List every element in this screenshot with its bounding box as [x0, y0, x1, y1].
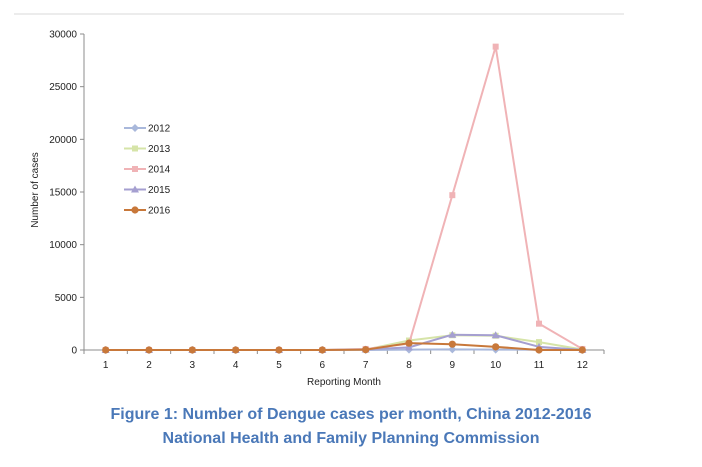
data-point-2016 — [448, 340, 456, 348]
y-tick-label: 25000 — [49, 82, 77, 93]
legend-label: 2012 — [148, 124, 171, 135]
data-point-2014 — [449, 192, 456, 199]
x-tick-label: 6 — [320, 360, 326, 371]
figure-caption-title: Figure 1: Number of Dengue cases per mon… — [110, 406, 592, 423]
series-2014 — [102, 43, 586, 353]
legend-marker — [132, 145, 138, 152]
x-tick-label: 9 — [450, 360, 456, 371]
data-point-2016 — [535, 346, 543, 354]
legend-label: 2016 — [148, 206, 171, 217]
data-point-2016 — [232, 346, 240, 354]
data-point-2016 — [145, 346, 153, 354]
legend-label: 2013 — [148, 144, 171, 155]
x-tick-label: 5 — [276, 360, 282, 371]
series-2016 — [102, 339, 586, 354]
legend-item-2015: 2015 — [124, 185, 171, 196]
x-tick-label: 1 — [103, 360, 109, 371]
legend-item-2012: 2012 — [124, 124, 171, 135]
x-tick-label: 8 — [406, 360, 412, 371]
y-tick-label: 30000 — [49, 30, 77, 41]
x-tick-label: 4 — [233, 360, 239, 371]
data-point-2016 — [362, 346, 370, 354]
legend-label: 2015 — [148, 185, 171, 196]
data-point-2015 — [491, 331, 500, 339]
legend-item-2014: 2014 — [124, 165, 171, 176]
legend-marker — [131, 124, 139, 132]
data-point-2016 — [405, 339, 413, 347]
figure-caption-source: National Health and Family Planning Comm… — [162, 430, 540, 447]
x-tick-label: 7 — [363, 360, 369, 371]
legend-marker — [132, 166, 138, 172]
legend-item-2016: 2016 — [124, 206, 171, 217]
data-point-2016 — [188, 346, 196, 354]
series-line-2016 — [105, 342, 583, 351]
data-point-2016 — [492, 343, 500, 351]
x-tick-label: 10 — [490, 360, 502, 371]
data-point-2016 — [102, 346, 110, 354]
data-point-2014 — [536, 320, 542, 327]
y-axis-title: Number of cases — [30, 152, 41, 228]
y-tick-label: 5000 — [55, 293, 78, 304]
data-point-2015 — [448, 330, 457, 338]
x-tick-label: 11 — [534, 360, 545, 371]
y-tick-label: 0 — [71, 346, 77, 357]
legend-label: 2014 — [148, 165, 171, 176]
data-point-2016 — [275, 346, 283, 354]
data-point-2012 — [448, 345, 457, 354]
x-tick-label: 2 — [146, 360, 152, 371]
legend-item-2013: 2013 — [124, 144, 171, 155]
data-point-2015 — [405, 343, 413, 351]
x-axis-title: Reporting Month — [307, 377, 381, 388]
legend-marker — [131, 206, 139, 214]
y-tick-label: 15000 — [49, 188, 77, 199]
y-tick-label: 20000 — [49, 135, 77, 146]
data-point-2016 — [578, 346, 586, 354]
legend-marker — [131, 185, 139, 193]
x-tick-label: 3 — [190, 360, 196, 371]
series-line-2014 — [105, 45, 583, 351]
x-tick-label: 12 — [577, 360, 589, 371]
y-tick-label: 10000 — [49, 240, 77, 251]
data-point-2013 — [536, 339, 542, 346]
data-point-2016 — [318, 346, 326, 354]
data-point-2014 — [492, 43, 499, 50]
